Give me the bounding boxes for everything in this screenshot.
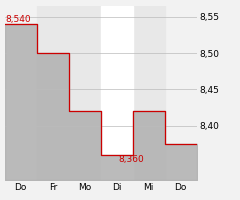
Bar	[101, 6, 165, 180]
Text: 8,540: 8,540	[6, 15, 31, 24]
Text: 8,360: 8,360	[118, 155, 144, 164]
Bar	[37, 6, 101, 180]
Bar	[101, 6, 133, 180]
